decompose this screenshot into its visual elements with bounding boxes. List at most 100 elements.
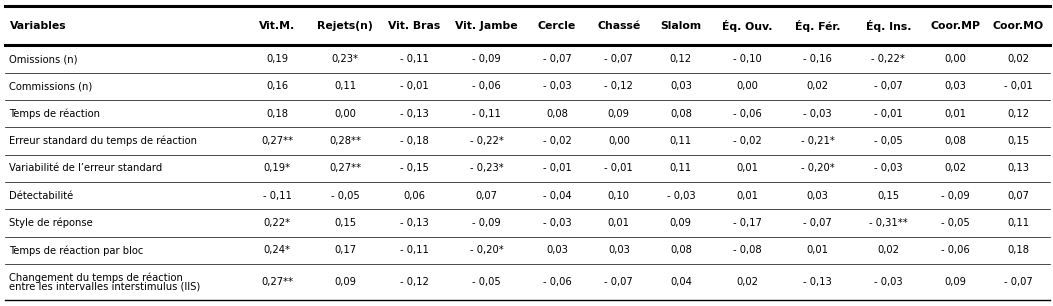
Text: 0,13: 0,13 [1008, 163, 1030, 174]
Text: 0,02: 0,02 [877, 245, 899, 256]
Text: - 0,06: - 0,06 [473, 81, 501, 91]
Text: 0,11: 0,11 [670, 136, 692, 146]
Text: - 0,06: - 0,06 [542, 277, 572, 287]
Text: 0,00: 0,00 [334, 109, 356, 119]
Text: - 0,13: - 0,13 [399, 218, 429, 228]
Text: - 0,06: - 0,06 [733, 109, 761, 119]
Text: Slalom: Slalom [660, 21, 701, 31]
Text: - 0,21*: - 0,21* [801, 136, 835, 146]
Text: - 0,01: - 0,01 [542, 163, 572, 174]
Text: Coor.MP: Coor.MP [930, 21, 980, 31]
Text: 0,15: 0,15 [334, 218, 356, 228]
Text: Omissions (n): Omissions (n) [9, 54, 78, 64]
Text: - 0,07: - 0,07 [542, 54, 572, 64]
Text: - 0,01: - 0,01 [604, 163, 633, 174]
Text: 0,15: 0,15 [877, 191, 899, 201]
Text: - 0,07: - 0,07 [604, 277, 633, 287]
Text: Coor.MO: Coor.MO [993, 21, 1044, 31]
Text: 0,19: 0,19 [266, 54, 289, 64]
Text: - 0,02: - 0,02 [542, 136, 572, 146]
Text: 0,01: 0,01 [608, 218, 630, 228]
Text: - 0,03: - 0,03 [542, 218, 571, 228]
Text: - 0,07: - 0,07 [803, 218, 832, 228]
Text: - 0,17: - 0,17 [733, 218, 761, 228]
Text: 0,08: 0,08 [670, 245, 692, 256]
Text: - 0,05: - 0,05 [941, 218, 970, 228]
Text: 0,17: 0,17 [334, 245, 356, 256]
Text: 0,27**: 0,27** [261, 277, 293, 287]
Text: - 0,11: - 0,11 [473, 109, 501, 119]
Text: 0,12: 0,12 [1008, 109, 1030, 119]
Text: 0,00: 0,00 [945, 54, 967, 64]
Text: 0,01: 0,01 [945, 109, 967, 119]
Text: 0,08: 0,08 [545, 109, 568, 119]
Text: 0,22*: 0,22* [263, 218, 291, 228]
Text: Éq. Fér.: Éq. Fér. [795, 20, 840, 32]
Text: Éq. Ins.: Éq. Ins. [866, 20, 911, 32]
Text: - 0,20*: - 0,20* [801, 163, 835, 174]
Text: Variables: Variables [9, 21, 66, 31]
Text: 0,11: 0,11 [334, 81, 356, 91]
Text: Commissions (n): Commissions (n) [9, 81, 93, 91]
Text: - 0,03: - 0,03 [803, 109, 832, 119]
Text: 0,18: 0,18 [1008, 245, 1030, 256]
Text: - 0,16: - 0,16 [803, 54, 832, 64]
Text: 0,16: 0,16 [266, 81, 289, 91]
Text: - 0,07: - 0,07 [604, 54, 633, 64]
Text: 0,01: 0,01 [807, 245, 829, 256]
Text: - 0,04: - 0,04 [542, 191, 571, 201]
Text: - 0,05: - 0,05 [473, 277, 501, 287]
Text: 0,27**: 0,27** [329, 163, 361, 174]
Text: 0,10: 0,10 [608, 191, 630, 201]
Text: Rejets(n): Rejets(n) [317, 21, 373, 31]
Text: Chassé: Chassé [597, 21, 640, 31]
Text: - 0,23*: - 0,23* [470, 163, 503, 174]
Text: 0,06: 0,06 [403, 191, 425, 201]
Text: entre les intervalles interstimulus (IIS): entre les intervalles interstimulus (IIS… [9, 282, 201, 292]
Text: - 0,05: - 0,05 [874, 136, 902, 146]
Text: - 0,03: - 0,03 [667, 191, 695, 201]
Text: 0,07: 0,07 [476, 191, 498, 201]
Text: 0,00: 0,00 [608, 136, 630, 146]
Text: 0,03: 0,03 [608, 245, 630, 256]
Text: 0,12: 0,12 [670, 54, 692, 64]
Text: 0,03: 0,03 [945, 81, 967, 91]
Text: 0,09: 0,09 [670, 218, 692, 228]
Text: - 0,11: - 0,11 [262, 191, 292, 201]
Text: - 0,08: - 0,08 [733, 245, 761, 256]
Text: Variabilité de l’erreur standard: Variabilité de l’erreur standard [9, 163, 163, 174]
Text: - 0,01: - 0,01 [1004, 81, 1033, 91]
Text: 0,01: 0,01 [736, 191, 758, 201]
Text: Détectabilité: Détectabilité [9, 191, 74, 201]
Text: 0,09: 0,09 [945, 277, 967, 287]
Text: 0,08: 0,08 [670, 109, 692, 119]
Text: - 0,01: - 0,01 [874, 109, 902, 119]
Text: - 0,12: - 0,12 [399, 277, 429, 287]
Text: Vit.M.: Vit.M. [259, 21, 295, 31]
Text: 0,28**: 0,28** [329, 136, 361, 146]
Text: - 0,03: - 0,03 [874, 163, 902, 174]
Text: 0,01: 0,01 [736, 163, 758, 174]
Text: - 0,01: - 0,01 [399, 81, 429, 91]
Text: - 0,07: - 0,07 [874, 81, 902, 91]
Text: 0,19*: 0,19* [263, 163, 291, 174]
Text: - 0,31**: - 0,31** [869, 218, 908, 228]
Text: Temps de réaction par bloc: Temps de réaction par bloc [9, 245, 144, 256]
Text: 0,00: 0,00 [736, 81, 758, 91]
Text: 0,03: 0,03 [807, 191, 829, 201]
Text: 0,09: 0,09 [608, 109, 630, 119]
Text: 0,11: 0,11 [670, 163, 692, 174]
Text: Éq. Ouv.: Éq. Ouv. [722, 20, 772, 32]
Text: 0,27**: 0,27** [261, 136, 293, 146]
Text: - 0,03: - 0,03 [542, 81, 571, 91]
Text: Cercle: Cercle [538, 21, 576, 31]
Text: 0,11: 0,11 [1008, 218, 1030, 228]
Text: - 0,11: - 0,11 [399, 54, 429, 64]
Text: 0,15: 0,15 [1008, 136, 1030, 146]
Text: Vit. Bras: Vit. Bras [388, 21, 440, 31]
Text: - 0,09: - 0,09 [941, 191, 970, 201]
Text: 0,23*: 0,23* [332, 54, 358, 64]
Text: - 0,10: - 0,10 [733, 54, 761, 64]
Text: - 0,11: - 0,11 [399, 245, 429, 256]
Text: - 0,15: - 0,15 [399, 163, 429, 174]
